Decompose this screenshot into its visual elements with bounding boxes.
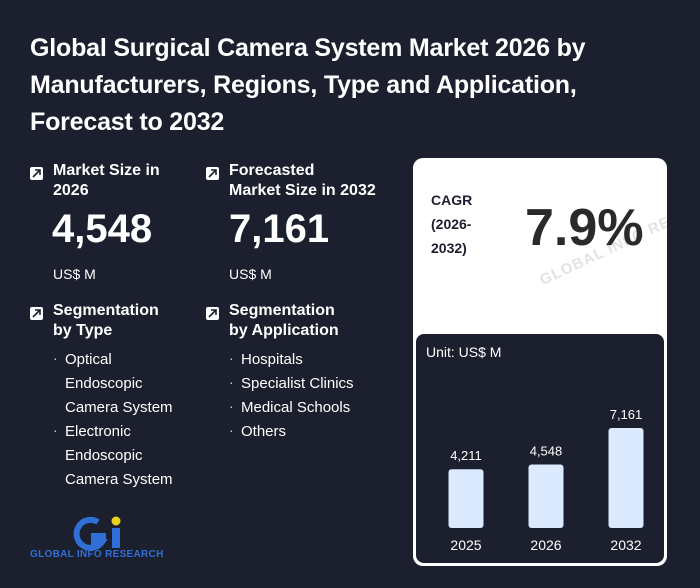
segmentation-application-item: Others [229, 418, 354, 444]
company-logo [73, 516, 121, 551]
market-size-label-line2: 2026 [53, 182, 89, 199]
cagr-value: 7.9% [525, 199, 644, 257]
segmentation-type-item: Camera System [65, 471, 173, 488]
segmentation-application-label: Segmentation by Application [229, 301, 339, 341]
arrow-icon [30, 307, 43, 320]
market-size-value: 4,548 [52, 207, 153, 251]
arrow-icon [30, 167, 43, 180]
segmentation-application-list: HospitalsSpecialist ClinicsMedical Schoo… [229, 346, 354, 444]
arrow-icon [206, 167, 219, 180]
bar-chart-panel: Unit: US$ M 4,211 2025 4,548 2026 7,161 2032 [416, 334, 664, 563]
market-size-label-line1: Market Size in [53, 162, 160, 179]
segmentation-application-item: Medical Schools [229, 394, 354, 420]
bar-value-label: 4,211 [450, 448, 482, 463]
bar-category-label: 2025 [450, 537, 481, 553]
segmentation-application-label-line1: Segmentation [229, 302, 335, 319]
bar-category-label: 2032 [610, 537, 641, 553]
cagr-label-line1: CAGR [431, 192, 473, 208]
arrow-icon [206, 307, 219, 320]
forecast-size-label: Forecasted Market Size in 2032 [229, 161, 376, 201]
market-size-label: Market Size in 2026 [53, 161, 160, 201]
bar-2032 [608, 428, 644, 528]
segmentation-type-item: Endoscopic [65, 447, 143, 464]
segmentation-type-list: Optical Endoscopic Camera System Electronic… [53, 346, 173, 492]
segmentation-type-item: Electronic [53, 418, 173, 444]
logo-text: GLOBAL INFO RESEARCH [30, 549, 164, 560]
page-title: Global Surgical Camera System Market 202… [30, 34, 586, 136]
segmentation-application-item: Hospitals [229, 346, 354, 372]
forecast-size-value: 7,161 [229, 207, 330, 251]
segmentation-application-item: Specialist Clinics [229, 370, 354, 396]
bar-2025 [448, 469, 484, 528]
segmentation-type-item: Optical [53, 346, 173, 372]
cagr-card: GLOBAL INFO RESEARCH CAGR (2026- 2032) 7… [413, 158, 667, 566]
bar-value-label: 4,548 [530, 443, 563, 458]
forecast-size-label-line2: Market Size in 2032 [229, 182, 376, 199]
market-size-unit: US$ M [53, 266, 96, 282]
segmentation-type-label-line2: by Type [53, 322, 113, 339]
bar-category-label: 2026 [530, 537, 561, 553]
bar-value-label: 7,161 [610, 407, 643, 422]
segmentation-type-label-line1: Segmentation [53, 302, 159, 319]
cagr-label-line2: (2026- [431, 216, 472, 232]
bar-2026 [528, 464, 564, 528]
segmentation-application-label-line2: by Application [229, 322, 339, 339]
bar-chart: 4,211 2025 4,548 2026 7,161 2032 [448, 407, 644, 553]
forecast-size-unit: US$ M [229, 266, 272, 282]
cagr-label-line3: 2032) [431, 240, 467, 256]
cagr-label: CAGR (2026- 2032) [431, 188, 472, 260]
segmentation-type-item: Endoscopic [65, 375, 143, 392]
segmentation-type-item: Camera System [65, 399, 173, 416]
forecast-size-label-line1: Forecasted [229, 162, 315, 179]
chart-unit-label: Unit: US$ M [426, 344, 502, 360]
segmentation-type-label: Segmentation by Type [53, 301, 159, 341]
